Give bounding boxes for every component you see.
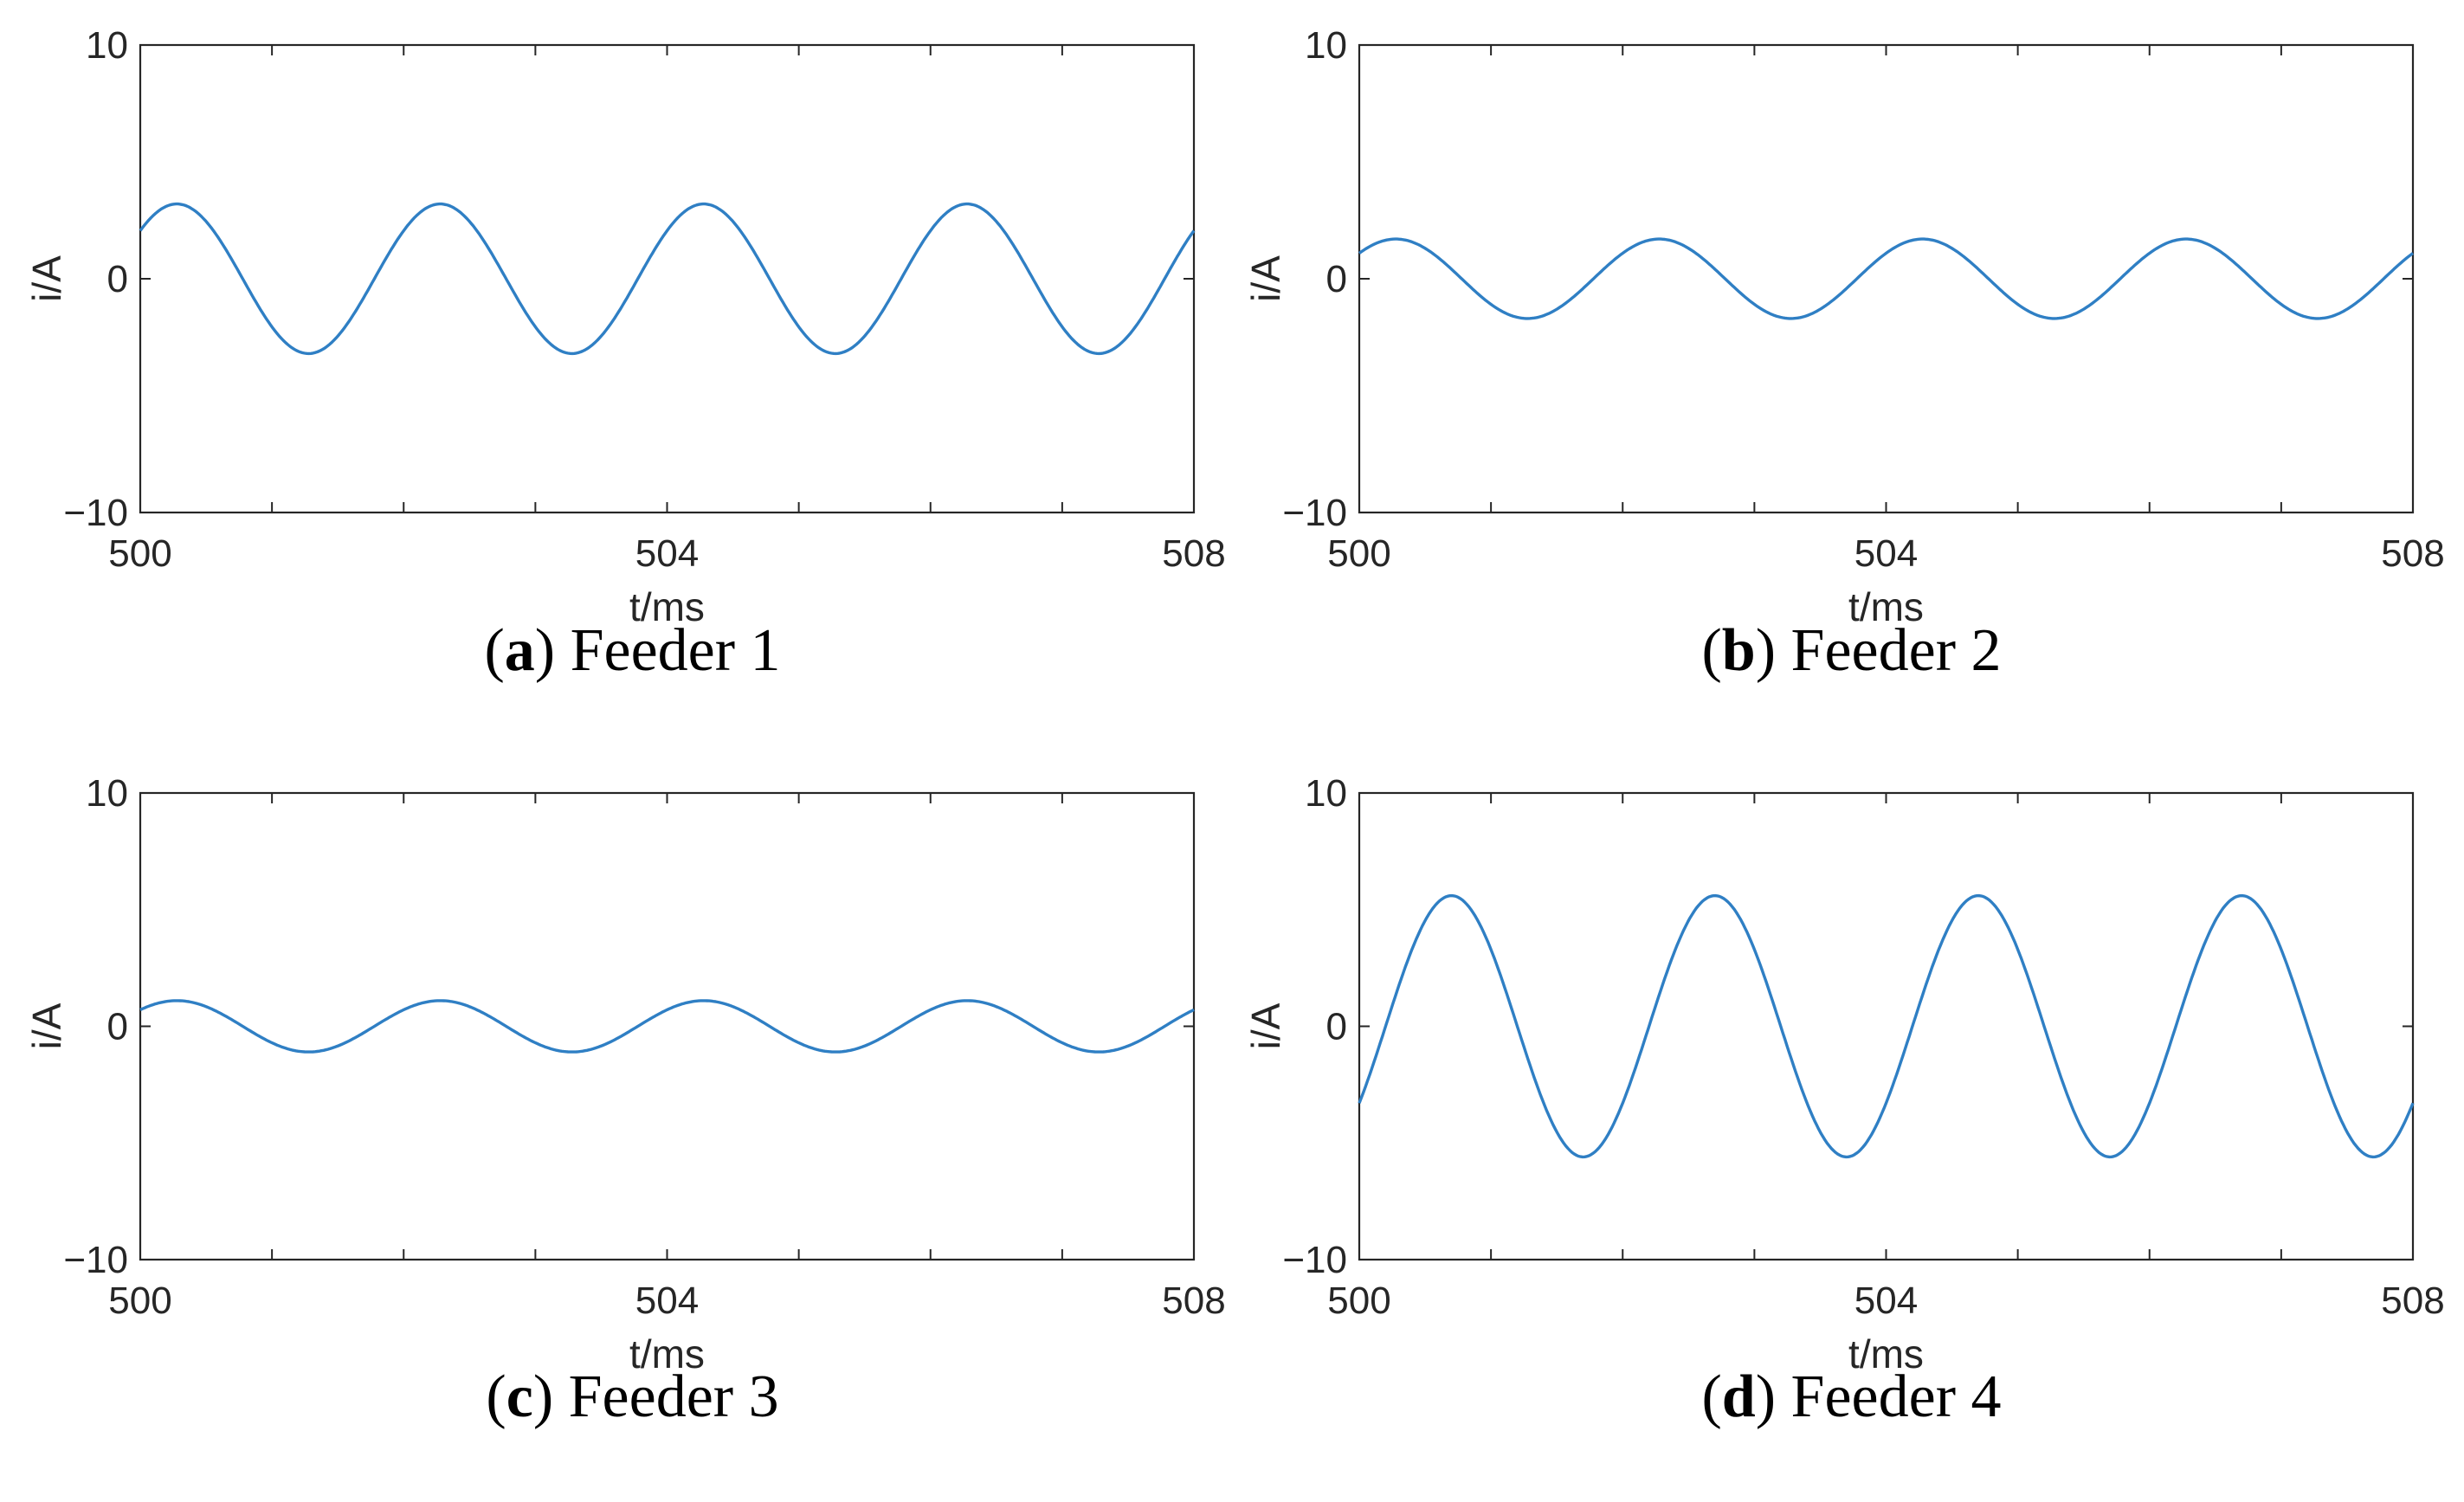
- caption-text: Feeder 2: [1790, 617, 2002, 684]
- caption-text: Feeder 1: [570, 617, 781, 684]
- chart-panel-b: 500 504 508 10 0 −10 t/ms i/A: [1243, 24, 2445, 629]
- caption-letter: c: [506, 1363, 533, 1430]
- panel-caption: (a) Feeder 1: [484, 616, 780, 686]
- caption-letter: d: [1721, 1363, 1756, 1430]
- y-tick-label: 10: [1305, 772, 1347, 815]
- series-line-1: [1358, 237, 2415, 320]
- y-tick-label: 10: [1305, 24, 1347, 67]
- x-tick-label: 500: [1327, 532, 1390, 575]
- series-line-1: [139, 999, 1195, 1054]
- chart-panel-a: 500 504 508 10 0 −10 t/ms i/A: [24, 24, 1226, 629]
- y-tick-label: −10: [63, 1239, 128, 1281]
- x-axis-label: t/ms: [629, 584, 705, 629]
- x-tick-label: 508: [2381, 1280, 2444, 1322]
- y-tick-label: 0: [1326, 1006, 1347, 1048]
- x-tick-label: 504: [635, 1280, 699, 1322]
- y-tick-label: 10: [86, 772, 128, 815]
- y-tick-label: −10: [63, 492, 128, 534]
- axes-box: [139, 791, 1196, 1261]
- caption-paren: (: [486, 1363, 506, 1430]
- caption-paren: (: [1701, 617, 1722, 684]
- y-tick-label: 10: [86, 24, 128, 67]
- x-tick-label: 504: [635, 532, 699, 575]
- series-line-1: [1358, 893, 2415, 1159]
- axes-box: [139, 43, 1196, 514]
- panel-caption: (d) Feeder 4: [1701, 1363, 2001, 1432]
- y-axis-label: i/A: [24, 1002, 69, 1049]
- x-tick-label: 508: [1162, 1280, 1225, 1322]
- axes-box: [1358, 43, 2415, 514]
- series-line-1: [139, 202, 1196, 356]
- y-tick-label: 0: [107, 1006, 128, 1048]
- y-tick-label: 0: [1326, 258, 1347, 300]
- y-axis-label: i/A: [1243, 255, 1288, 302]
- caption-letter: a: [504, 617, 535, 684]
- y-tick-label: 0: [107, 258, 128, 300]
- caption-paren: ): [532, 1363, 569, 1430]
- x-tick-label: 500: [108, 532, 171, 575]
- caption-letter: b: [1721, 617, 1756, 684]
- x-tick-label: 504: [1854, 532, 1918, 575]
- x-tick-label: 508: [2381, 532, 2444, 575]
- x-tick-label: 500: [1327, 1280, 1390, 1322]
- caption-text: Feeder 3: [568, 1363, 779, 1430]
- chart-panel-d: 500 504 508 10 0 −10 t/ms i/A: [1243, 772, 2445, 1376]
- x-tick-label: 508: [1162, 532, 1225, 575]
- x-axis-label: t/ms: [1848, 1331, 1924, 1376]
- caption-paren: (: [484, 617, 505, 684]
- x-tick-label: 500: [108, 1280, 171, 1322]
- caption-paren: ): [534, 617, 571, 684]
- caption-paren: ): [1755, 617, 1791, 684]
- caption-text: Feeder 4: [1790, 1363, 2002, 1430]
- y-tick-label: −10: [1282, 492, 1347, 534]
- x-axis-label: t/ms: [629, 1331, 705, 1376]
- y-axis-label: i/A: [1243, 1002, 1288, 1049]
- caption-paren: (: [1701, 1363, 1722, 1430]
- y-axis-label: i/A: [24, 255, 69, 302]
- panel-caption: (c) Feeder 3: [486, 1363, 778, 1432]
- panel-caption: (b) Feeder 2: [1701, 616, 2001, 686]
- x-tick-label: 504: [1854, 1280, 1918, 1322]
- chart-panel-c: 500 504 508 10 0 −10 t/ms i/A: [24, 772, 1226, 1376]
- y-tick-label: −10: [1282, 1239, 1347, 1281]
- x-axis-label: t/ms: [1848, 584, 1924, 629]
- caption-paren: ): [1755, 1363, 1791, 1430]
